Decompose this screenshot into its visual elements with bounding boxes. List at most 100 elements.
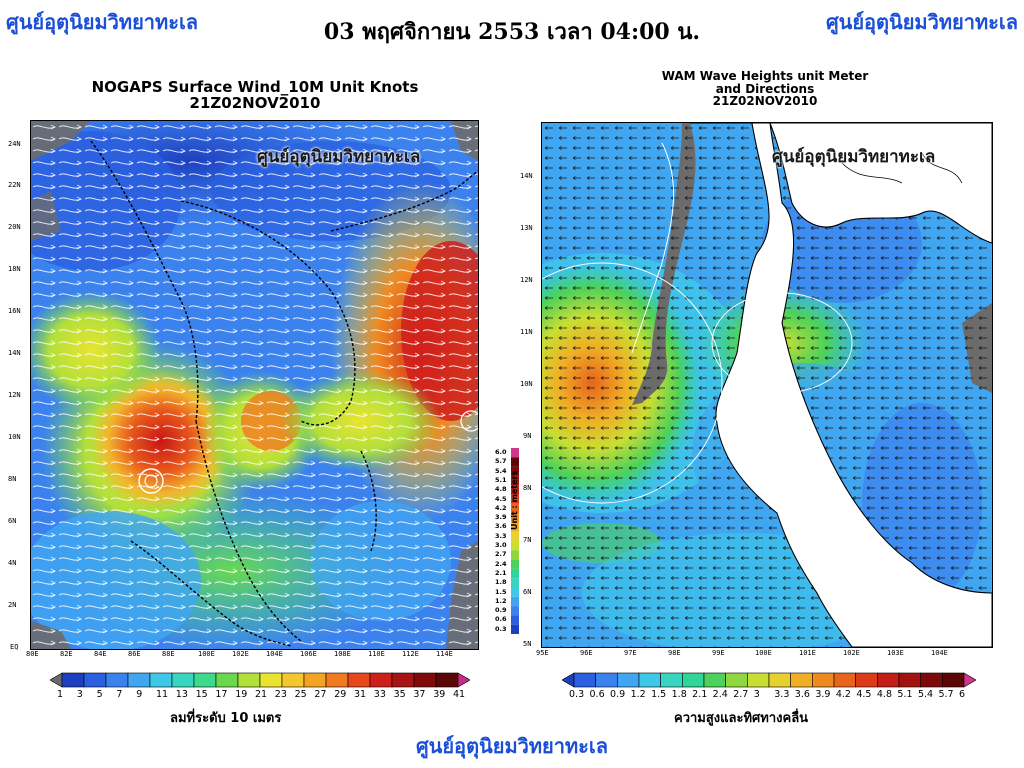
org-name-right: ศูนย์อุตุนิยมวิทยาทะเล — [825, 10, 1018, 34]
side-scale-swatch — [511, 457, 519, 467]
colorbar-label: 33 — [373, 689, 386, 700]
wave-side-colorbar — [511, 448, 519, 634]
wind-map-watermark: ศูนย์อุตุนิยมวิทยาทะเล — [257, 147, 421, 167]
wave-map-title-line2: and Directions — [715, 81, 815, 96]
colorbar-swatch — [660, 672, 683, 688]
side-scale-swatch — [511, 615, 519, 625]
colorbar-label: 1.5 — [651, 689, 667, 700]
colorbar-label: 2.4 — [712, 689, 728, 700]
wind-map-graphic — [31, 121, 478, 649]
wave-map: ศูนย์อุตุนิยมวิทยาทะเล — [541, 122, 993, 648]
x-tick: 100E — [198, 650, 215, 658]
side-scale-label: 0.9 — [495, 606, 507, 615]
colorbar-label: 3.6 — [794, 689, 810, 700]
side-scale-label: 3.6 — [495, 522, 507, 531]
colorbar-label: 2.1 — [692, 689, 708, 700]
wind-map-title-line2: 21Z02NOV2010 — [189, 93, 321, 112]
colorbar-swatch — [105, 672, 129, 688]
colorbar-label: 19 — [235, 689, 248, 700]
colorbar-label: 15 — [195, 689, 208, 700]
side-scale-swatch — [511, 475, 519, 486]
y-tick: 14N — [8, 349, 21, 357]
colorbar-swatch — [171, 672, 195, 688]
colorbar-label: 25 — [294, 689, 307, 700]
colorbar-label: 1 — [57, 689, 64, 700]
colorbar-label: 5.4 — [917, 689, 934, 700]
side-scale-swatch — [511, 494, 519, 504]
colorbar-label: 29 — [334, 689, 347, 700]
side-scale-swatch — [511, 550, 519, 560]
x-tick: 95E — [536, 649, 549, 657]
colorbar-label: 37 — [413, 689, 426, 700]
colorbar-swatch — [747, 672, 770, 688]
side-scale-label: 5.1 — [495, 475, 507, 484]
colorbar-label: 7 — [116, 689, 123, 700]
wave-side-colorbar-graphic — [511, 448, 519, 634]
colorbar-label: 0.3 — [569, 689, 585, 700]
colorbar-label: 3 — [753, 689, 760, 700]
y-tick: 11N — [520, 328, 533, 336]
x-tick: 84E — [94, 650, 107, 658]
colorbar-swatch — [369, 672, 393, 688]
colorbar-label: 1.8 — [671, 689, 687, 700]
side-scale-swatch — [511, 559, 519, 569]
colorbar-swatch — [790, 672, 813, 688]
colorbar-swatch — [942, 672, 965, 688]
y-tick: 6N — [523, 588, 532, 596]
colorbar-swatch — [347, 672, 371, 688]
colorbar-label: 9 — [136, 689, 143, 700]
colorbar-label: 35 — [393, 689, 406, 700]
side-scale-label: 4.8 — [495, 485, 507, 494]
wind-map: ศูนย์อุตุนิยมวิทยาทะเล — [30, 120, 479, 650]
colorbar-label: 5.1 — [897, 689, 913, 700]
x-tick: 103E — [887, 649, 904, 657]
wave-map-title-line3: 21Z02NOV2010 — [712, 94, 818, 109]
colorbar-swatch — [193, 672, 217, 688]
colorbar-swatch — [237, 672, 261, 688]
wave-colorbar — [561, 672, 977, 692]
colorbar-swatch — [595, 672, 618, 688]
x-tick: 88E — [162, 650, 175, 658]
side-scale-swatch — [511, 568, 519, 579]
side-scale-label: 4.5 — [495, 494, 507, 503]
colorbar-swatch — [303, 672, 327, 688]
colorbar-swatch — [259, 672, 283, 688]
colorbar-label: 4.2 — [835, 689, 851, 700]
colorbar-label: 39 — [433, 689, 446, 700]
wind-map-title-line1: NOGAPS Surface Wind_10M Unit Knots — [91, 78, 419, 96]
y-tick: 20N — [8, 223, 21, 231]
colorbar-label: 5.7 — [938, 689, 954, 700]
colorbar-swatch — [435, 672, 459, 688]
y-tick: 8N — [523, 484, 532, 492]
side-scale-label: 2.1 — [495, 568, 507, 577]
org-name-left: ศูนย์อุตุนิยมวิทยาทะเล — [6, 10, 199, 34]
colorbar-swatch — [877, 672, 900, 688]
colorbar-label: 4.8 — [876, 689, 892, 700]
y-tick: 13N — [520, 224, 533, 232]
wind-colorbar-caption: ลมที่ระดับ 10 เมตร — [170, 711, 282, 726]
side-scale-label: 5.7 — [495, 457, 507, 466]
side-scale-label: 0.6 — [495, 615, 507, 624]
side-scale-label: 2.7 — [495, 550, 507, 559]
wind-colorbar-graphic — [49, 672, 471, 688]
x-tick: 102E — [843, 649, 860, 657]
colorbar-swatch — [391, 672, 415, 688]
side-scale-label: 4.2 — [495, 503, 507, 512]
colorbar-label: 21 — [255, 689, 268, 700]
side-scale-label: 6.0 — [495, 448, 507, 456]
side-scale-swatch — [511, 448, 519, 458]
colorbar-label: 41 — [453, 689, 466, 700]
wave-colorbar-caption: ความสูงและทิศทางคลื่น — [674, 711, 809, 726]
y-tick: 22N — [8, 181, 21, 189]
x-tick: 98E — [668, 649, 681, 657]
y-tick: 7N — [523, 536, 532, 544]
y-tick: 10N — [8, 433, 21, 441]
colorbar-label: 2.7 — [733, 689, 749, 700]
colorbar-label: 23 — [274, 689, 287, 700]
colorbar-swatch — [703, 672, 726, 688]
side-scale-label: 3.0 — [495, 541, 507, 549]
side-scale-swatch — [511, 485, 519, 495]
x-tick: 106E — [300, 650, 317, 658]
colorbar-swatch — [413, 672, 437, 688]
x-tick: 110E — [368, 650, 385, 658]
